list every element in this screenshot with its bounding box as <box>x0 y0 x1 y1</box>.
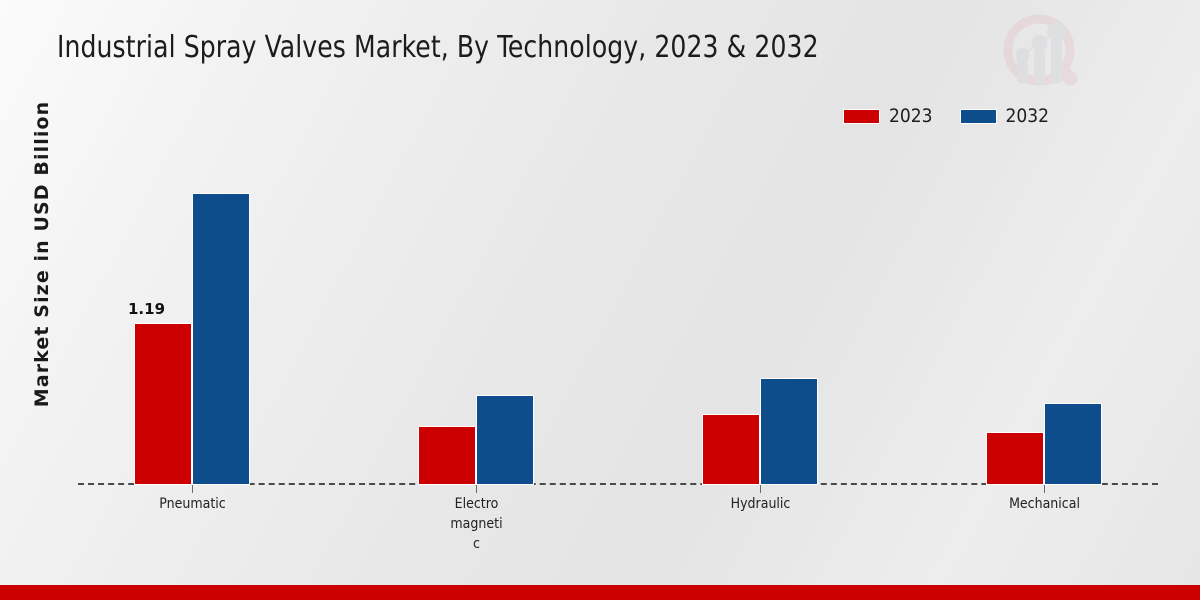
bar-2032-mechanical[interactable] <box>1044 403 1102 485</box>
x-axis-baseline <box>78 483 1158 485</box>
legend-swatch-2032 <box>959 108 997 124</box>
bar-2032-pneumatic[interactable] <box>192 193 250 485</box>
category-label-line: magneti <box>450 516 503 532</box>
footer-accent-bar <box>0 585 1200 600</box>
legend-label-2023: 2023 <box>889 105 933 127</box>
category-label-line: Electro <box>454 496 499 512</box>
bar-group: 1.19 Pneumatic <box>78 130 307 512</box>
x-axis-category-label: Hydraulic <box>673 494 848 514</box>
x-axis-category-label: Electro magneti c <box>389 494 564 554</box>
bar-2023-mechanical[interactable] <box>986 432 1044 485</box>
bar-value-label: 1.19 <box>128 300 166 318</box>
legend-label-2032: 2032 <box>1005 105 1050 127</box>
legend-swatch-2023 <box>843 108 880 124</box>
chart-legend: 2023 2032 <box>843 105 1049 127</box>
bar-group: Electro magneti c <box>362 130 591 552</box>
legend-item-2032[interactable]: 2032 <box>959 105 1050 127</box>
x-axis-category-label: Mechanical <box>957 494 1132 514</box>
x-axis-tick <box>1044 485 1045 493</box>
legend-item-2023[interactable]: 2023 <box>843 105 933 127</box>
bar-2023-electro-magnetic[interactable] <box>418 426 476 485</box>
category-label-line: c <box>473 536 480 552</box>
plot-area: 1.19 Pneumatic Electro magneti c Hydraulic Mec… <box>78 130 1159 552</box>
x-axis-tick <box>760 485 761 493</box>
bar-group: Mechanical <box>930 130 1159 512</box>
y-axis-label: Market Size in USD Billion <box>31 100 53 408</box>
magnifier-bar-chart-logo-icon <box>995 8 1091 104</box>
x-axis-tick <box>192 485 193 493</box>
category-label-line: Mechanical <box>1009 496 1080 512</box>
category-label-line: Pneumatic <box>159 496 226 512</box>
bar-2023-hydraulic[interactable] <box>702 414 760 485</box>
x-axis-tick <box>476 485 477 493</box>
category-label-line: Hydraulic <box>730 496 791 512</box>
bar-2023-pneumatic[interactable] <box>134 323 192 485</box>
bar-2032-hydraulic[interactable] <box>760 378 818 485</box>
x-axis-category-label: Pneumatic <box>105 494 280 514</box>
chart-title: Industrial Spray Valves Market, By Techn… <box>57 30 819 65</box>
bar-group: Hydraulic <box>646 130 875 512</box>
bar-2032-electro-magnetic[interactable] <box>476 395 534 485</box>
